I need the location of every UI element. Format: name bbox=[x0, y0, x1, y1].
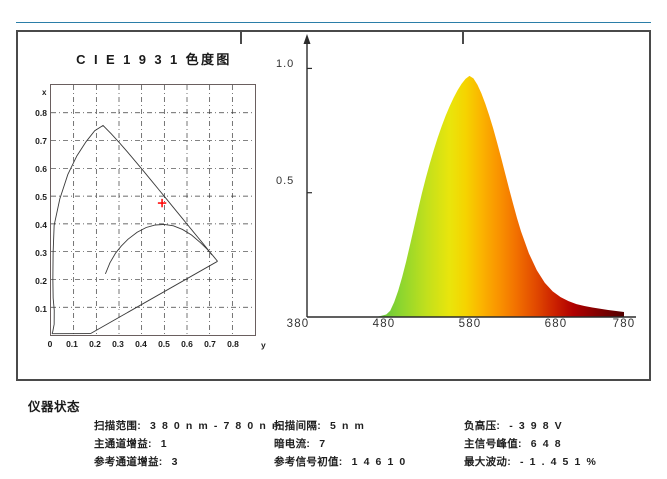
panel-divider-1 bbox=[240, 30, 242, 44]
cie-chromaticity-chart: C I E 1 9 3 1 色度图 x y 0.8 0.7 0.6 0.5 0.… bbox=[18, 32, 274, 381]
panel-divider-2 bbox=[462, 30, 464, 44]
status-field-value: 6 4 8 bbox=[530, 438, 563, 450]
cie-x-tick-8: 0.8 bbox=[227, 339, 239, 349]
status-field-value: 5 n m bbox=[330, 420, 366, 432]
cie-y-tick-0: 0.8 bbox=[35, 108, 47, 118]
status-field-label: 参考通道增益: bbox=[94, 456, 163, 468]
status-field-grid: 扫描范围: 3 8 0 n m - 7 8 0 n m 扫描间隔: 5 n m 负高压:… bbox=[94, 418, 646, 470]
status-field-label: 扫描范围: bbox=[94, 420, 141, 432]
status-field-label: 负高压: bbox=[464, 420, 501, 432]
status-field-value: 3 bbox=[171, 456, 180, 468]
status-field-value: 3 8 0 n m - 7 8 0 n m bbox=[150, 420, 283, 432]
status-field-label: 主信号峰值: bbox=[464, 438, 522, 450]
status-field-label: 最大波动: bbox=[464, 456, 511, 468]
status-field-label: 扫描间隔: bbox=[274, 420, 321, 432]
cie-x-tick-2: 0.2 bbox=[89, 339, 101, 349]
spectrum-x-tick-2: 580 bbox=[458, 318, 482, 330]
cie-x-axis-name: y bbox=[261, 340, 266, 350]
spectrum-plot-svg[interactable] bbox=[274, 32, 649, 332]
charts-panel: C I E 1 9 3 1 色度图 x y 0.8 0.7 0.6 0.5 0.… bbox=[16, 30, 651, 381]
cie-y-axis-name: x bbox=[42, 88, 47, 97]
spectrum-x-tick-0: 380 bbox=[286, 318, 310, 330]
cie-y-tick-1: 0.7 bbox=[35, 136, 47, 146]
status-field-value: 1 4 6 1 0 bbox=[351, 456, 407, 468]
spectrum-y-tick-1: 0.5 bbox=[276, 175, 295, 187]
instrument-status-panel: 仪器状态 扫描范围: 3 8 0 n m - 7 8 0 n m 扫描间隔: 5 n … bbox=[16, 392, 651, 472]
cie-y-tick-6: 0.2 bbox=[35, 276, 47, 286]
cie-y-tick-3: 0.5 bbox=[35, 192, 47, 202]
status-field: 扫描间隔: 5 n m bbox=[274, 418, 464, 434]
status-field-value: - 1 . 4 5 1 % bbox=[520, 456, 598, 468]
cie-x-tick-1: 0.1 bbox=[66, 339, 78, 349]
cie-y-tick-7: 0.1 bbox=[35, 304, 47, 314]
spectrum-y-tick-0: 1.0 bbox=[276, 58, 295, 70]
spectrum-chart: 1.0 0.5 380 480 580 680 780 bbox=[274, 32, 649, 381]
status-field: 扫描范围: 3 8 0 n m - 7 8 0 n m bbox=[94, 418, 281, 434]
cie-x-tick-5: 0.5 bbox=[158, 339, 170, 349]
top-accent-rule bbox=[16, 22, 651, 23]
cie-chart-title: C I E 1 9 3 1 色度图 bbox=[76, 52, 232, 67]
status-field: 主信号峰值: 6 4 8 bbox=[464, 436, 646, 452]
status-field-value: - 3 9 8 V bbox=[509, 420, 564, 432]
spectrum-x-tick-1: 480 bbox=[372, 318, 396, 330]
status-panel-title: 仪器状态 bbox=[28, 400, 81, 414]
cie-y-tick-5: 0.3 bbox=[35, 248, 47, 258]
cie-x-tick-4: 0.4 bbox=[135, 339, 147, 349]
status-field-value: 1 bbox=[160, 438, 169, 450]
status-field-value: 7 bbox=[319, 438, 327, 450]
spectrum-x-tick-3: 680 bbox=[544, 318, 568, 330]
status-field: 主通道增益: 1 bbox=[94, 436, 274, 452]
spectrum-x-tick-4: 780 bbox=[612, 318, 636, 330]
status-field: 参考通道增益: 3 bbox=[94, 454, 274, 470]
cie-x-tick-3: 0.3 bbox=[112, 339, 124, 349]
cie-x-tick-0: 0 bbox=[47, 339, 53, 349]
status-field-label: 主通道增益: bbox=[94, 438, 152, 450]
status-field-label: 暗电流: bbox=[274, 438, 311, 450]
status-field: 负高压: - 3 9 8 V bbox=[464, 418, 646, 434]
cie-x-tick-6: 0.6 bbox=[181, 339, 193, 349]
status-field: 参考信号初值: 1 4 6 1 0 bbox=[274, 454, 464, 470]
cie-plot-area[interactable] bbox=[50, 84, 256, 336]
cie-y-tick-2: 0.6 bbox=[35, 164, 47, 174]
cie-plot-svg bbox=[51, 85, 255, 335]
cie-x-tick-7: 0.7 bbox=[204, 339, 216, 349]
status-field: 暗电流: 7 bbox=[274, 436, 464, 452]
status-field-label: 参考信号初值: bbox=[274, 456, 343, 468]
cie-y-tick-4: 0.4 bbox=[35, 220, 47, 230]
status-field: 最大波动: - 1 . 4 5 1 % bbox=[464, 454, 646, 470]
